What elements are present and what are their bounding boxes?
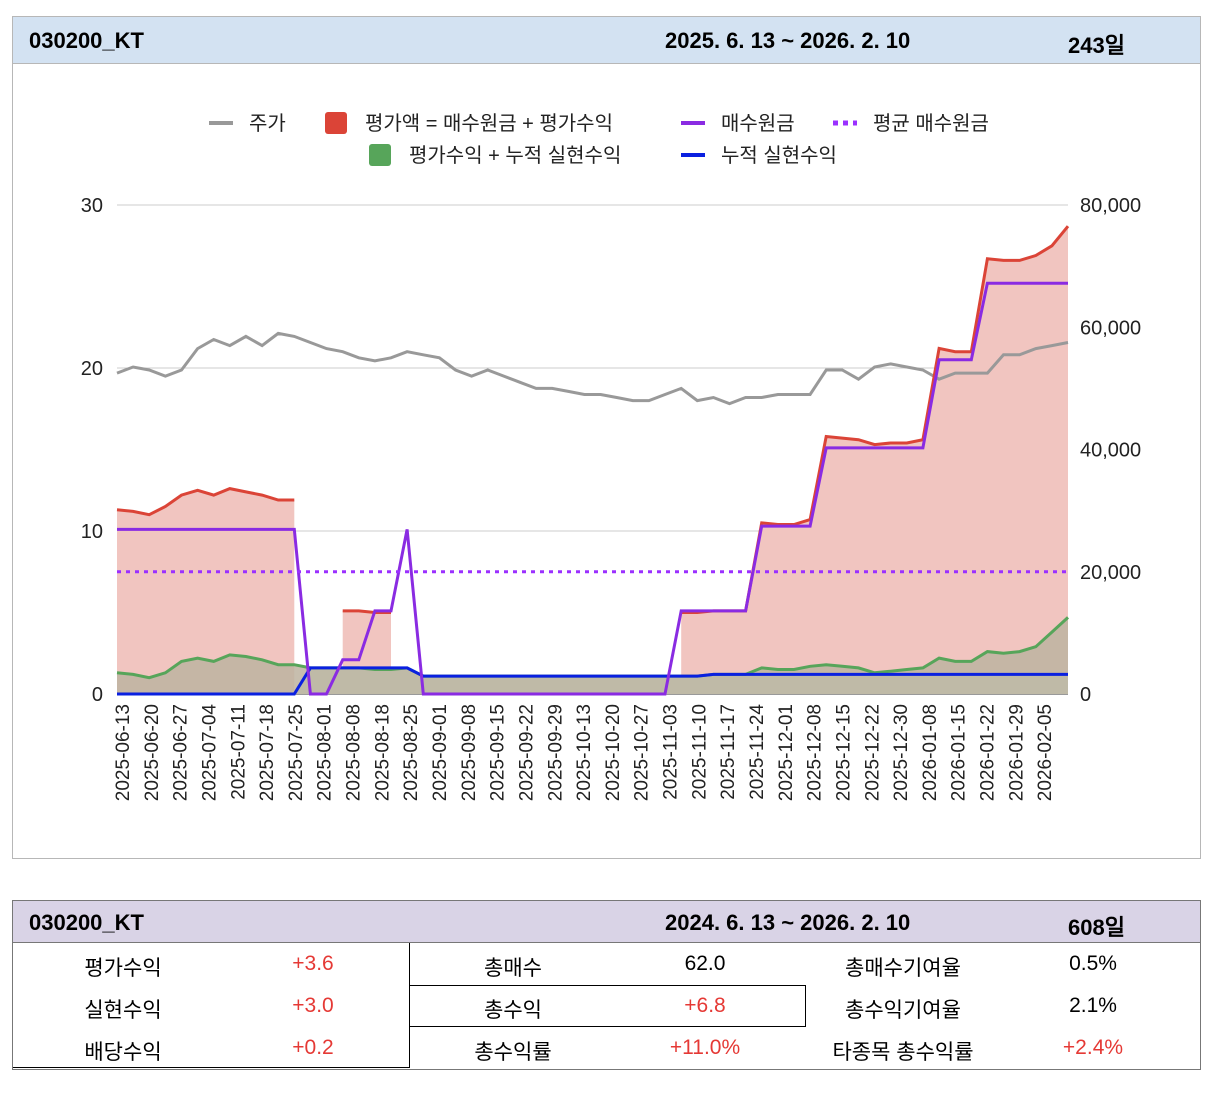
x-tick-label: 2025-08-18 [372, 704, 393, 801]
x-tick-label: 2025-11-17 [718, 704, 739, 800]
x-tick-label: 2025-09-08 [459, 704, 480, 801]
y-right-tick-label: 60,000 [1080, 317, 1141, 339]
x-tick-label: 2025-07-11 [228, 704, 249, 800]
x-tick-label: 2026-01-08 [920, 704, 941, 801]
x-tick-label: 2025-06-13 [113, 704, 134, 801]
x-tick-label: 2025-09-29 [545, 704, 566, 801]
x-tick-label: 2025-10-13 [574, 704, 595, 801]
x-tick-label: 2026-02-05 [1035, 704, 1056, 801]
x-tick-label: 2025-08-01 [315, 704, 336, 801]
chart-svg: 0 10 20 30 0 20,000 40,000 60,000 80,000 2025-06-… [81, 112, 1141, 802]
legend-swatch-gain [369, 144, 391, 166]
chart-days: 243일 [1068, 33, 1125, 58]
x-tick-label: 2025-10-27 [632, 704, 653, 801]
value-buy-contribution: 0.5% [1069, 952, 1117, 975]
legend-label-avg_principal: 평균 매수원금 [873, 112, 989, 135]
value-realized-gain: +3.0 [292, 994, 334, 1017]
price-line [116, 331, 1069, 406]
realized-line [117, 666, 1068, 696]
chart-ticker: 030200_KT [29, 28, 144, 53]
value-eval-gain: +3.6 [292, 952, 334, 975]
label-total-buy: 총매수 [484, 957, 542, 980]
label-other-return: 타종목 총수익률 [832, 1041, 974, 1064]
x-tick-label: 2025-09-01 [430, 704, 451, 801]
x-tick-label: 2025-06-20 [142, 704, 163, 801]
x-tick-label: 2025-08-08 [344, 704, 365, 801]
value-total-buy: 62.0 [684, 952, 726, 975]
chart-panel: 030200_KT 2025. 6. 13 ~ 2026. 2. 10 243일… [12, 16, 1201, 859]
legend-label-realized: 누적 실현수익 [721, 144, 837, 167]
summary-box-left [13, 943, 410, 1068]
label-realized-gain: 실현수익 [84, 999, 162, 1022]
y-right-tick-label: 20,000 [1080, 562, 1141, 584]
legend-label-valuation: 평가액 = 매수원금 + 평가수익 [365, 112, 613, 135]
x-tick-label: 2025-09-22 [517, 704, 538, 801]
x-tick-label: 2025-07-25 [286, 704, 307, 801]
x-tick-label: 2025-06-27 [171, 704, 192, 801]
x-tick-label: 2025-12-15 [834, 704, 855, 801]
summary-panel: 030200_KT 2024. 6. 13 ~ 2026. 2. 10 608일… [12, 900, 1201, 1070]
x-tick-label: 2025-12-30 [891, 704, 912, 801]
label-total-profit: 총수익 [484, 999, 542, 1022]
x-tick-label: 2026-01-15 [949, 704, 970, 801]
x-tick-label: 2025-11-10 [689, 704, 710, 800]
x-tick-label: 2025-08-25 [401, 704, 422, 801]
legend-label-principal: 매수원금 [721, 112, 795, 135]
x-tick-label: 2025-11-24 [747, 704, 768, 800]
x-tick-label: 2026-01-22 [978, 704, 999, 801]
summary-grid: 평가수익 +3.6 총매수 62.0 총매수기여율 0.5% 실현수익 +3.0… [13, 943, 1200, 1069]
label-dividend: 배당수익 [84, 1041, 162, 1064]
y-right-tick-label: 0 [1080, 684, 1091, 706]
summary-header: 030200_KT 2024. 6. 13 ~ 2026. 2. 10 608일 [13, 901, 1200, 943]
value-dividend: +0.2 [292, 1036, 334, 1059]
x-tick-label: 2025-11-03 [661, 704, 682, 800]
legend-label-price: 주가 [249, 112, 286, 135]
y-left-tick-label: 10 [81, 521, 103, 543]
valuation-area [117, 226, 1068, 694]
x-tick-label: 2025-07-04 [200, 704, 221, 802]
value-profit-contribution: 2.1% [1069, 994, 1117, 1017]
label-eval-gain: 평가수익 [84, 957, 162, 980]
label-total-return: 총수익률 [474, 1041, 552, 1064]
y-right-tick-label: 40,000 [1080, 440, 1141, 462]
value-total-profit: +6.8 [684, 994, 726, 1017]
legend-swatch-valuation [325, 112, 347, 134]
label-profit-contribution: 총수익기여율 [845, 999, 961, 1022]
principal-line [117, 281, 1068, 696]
label-buy-contribution: 총매수기여율 [845, 957, 961, 980]
legend-label-gain: 평가수익 + 누적 실현수익 [409, 144, 621, 167]
summary-ticker: 030200_KT [29, 910, 144, 935]
summary-period: 2024. 6. 13 ~ 2026. 2. 10 [665, 910, 911, 935]
value-other-return: +2.4% [1062, 1036, 1124, 1059]
summary-box-mid-top [409, 985, 806, 1027]
x-tick-label: 2025-12-08 [805, 704, 826, 801]
summary-days: 608일 [1068, 915, 1125, 940]
x-tick-label: 2026-01-29 [1006, 704, 1027, 801]
chart-header: 030200_KT 2025. 6. 13 ~ 2026. 2. 10 243일 [13, 17, 1200, 64]
value-total-return: +11.0% [669, 1036, 741, 1059]
y-right-tick-label: 80,000 [1080, 195, 1141, 217]
x-tick-label: 2025-07-18 [257, 704, 278, 801]
chart-period: 2025. 6. 13 ~ 2026. 2. 10 [665, 28, 911, 53]
y-left-tick-label: 0 [92, 684, 103, 706]
y-left-tick-label: 30 [81, 195, 103, 217]
x-tick-label: 2025-12-22 [862, 704, 883, 801]
x-tick-label: 2025-10-20 [603, 704, 624, 801]
y-left-tick-label: 20 [81, 358, 103, 380]
x-tick-label: 2025-09-15 [488, 704, 509, 801]
x-tick-label: 2025-12-01 [776, 704, 797, 801]
